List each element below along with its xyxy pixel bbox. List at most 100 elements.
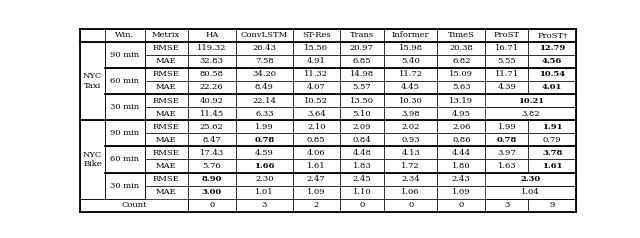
Bar <box>384 94 437 107</box>
Text: 1.01: 1.01 <box>255 188 274 196</box>
Bar <box>188 42 236 55</box>
Bar <box>106 94 145 120</box>
Text: 5.40: 5.40 <box>401 57 420 65</box>
Text: 32.83: 32.83 <box>200 57 224 65</box>
Bar <box>80 186 106 199</box>
Text: 8.90: 8.90 <box>202 175 222 183</box>
Text: 22.26: 22.26 <box>200 84 223 91</box>
Text: 4.07: 4.07 <box>307 84 326 91</box>
Bar <box>340 199 384 212</box>
Bar <box>340 29 384 42</box>
Bar <box>485 159 529 173</box>
Bar <box>106 68 145 94</box>
Bar <box>80 42 106 55</box>
Bar <box>188 120 236 133</box>
Bar <box>80 199 188 212</box>
Text: 7.58: 7.58 <box>255 57 274 65</box>
Text: 40.92: 40.92 <box>200 97 224 104</box>
Bar <box>437 94 485 107</box>
Bar <box>529 199 576 212</box>
Text: 2.10: 2.10 <box>307 123 326 131</box>
Bar <box>236 173 293 186</box>
Text: 2.47: 2.47 <box>307 175 326 183</box>
Bar <box>293 186 340 199</box>
Text: 90 min: 90 min <box>111 51 140 59</box>
Bar <box>529 186 576 199</box>
Text: MAE: MAE <box>156 84 177 91</box>
Text: 5.63: 5.63 <box>452 84 470 91</box>
Bar <box>106 146 145 173</box>
Bar <box>293 133 340 146</box>
Bar <box>188 173 236 186</box>
Bar <box>384 173 437 186</box>
Text: ProST†: ProST† <box>537 31 568 39</box>
Bar <box>236 120 293 133</box>
Bar <box>437 159 485 173</box>
Text: RMSE: RMSE <box>153 97 180 104</box>
Text: TimeS: TimeS <box>448 31 475 39</box>
Text: 30 min: 30 min <box>111 182 140 190</box>
Text: 60 min: 60 min <box>111 77 140 85</box>
Bar <box>106 120 145 146</box>
Text: 1.61: 1.61 <box>307 162 326 170</box>
Bar <box>384 199 437 212</box>
Bar <box>236 199 293 212</box>
Text: 1.83: 1.83 <box>353 162 371 170</box>
Text: 0: 0 <box>408 201 413 209</box>
Bar <box>106 159 145 173</box>
Text: 34.20: 34.20 <box>252 70 276 78</box>
Text: MAE: MAE <box>156 162 177 170</box>
Text: 8.47: 8.47 <box>202 136 221 144</box>
Bar <box>437 120 485 133</box>
Bar <box>437 81 485 94</box>
Bar <box>80 29 106 42</box>
Bar <box>80 55 106 68</box>
Bar <box>340 159 384 173</box>
Text: 11.45: 11.45 <box>200 110 224 118</box>
Bar <box>529 55 576 68</box>
Bar <box>145 81 188 94</box>
Text: 119.32: 119.32 <box>197 44 227 52</box>
Text: 3: 3 <box>504 201 509 209</box>
Bar <box>145 146 188 159</box>
Bar <box>106 173 145 186</box>
Bar <box>485 133 529 146</box>
Bar <box>340 107 384 120</box>
Bar <box>106 133 145 146</box>
Bar <box>236 186 293 199</box>
Bar <box>145 68 188 81</box>
Text: 16.71: 16.71 <box>495 44 519 52</box>
Bar <box>106 199 145 212</box>
Text: 4.06: 4.06 <box>307 149 326 157</box>
Bar <box>80 120 106 199</box>
Text: 4.44: 4.44 <box>452 149 471 157</box>
Bar <box>106 173 145 199</box>
Text: 2.45: 2.45 <box>353 175 371 183</box>
Bar <box>80 107 106 120</box>
Text: 2.09: 2.09 <box>353 123 371 131</box>
Text: ST-Res: ST-Res <box>302 31 331 39</box>
Bar <box>188 55 236 68</box>
Bar <box>188 146 236 159</box>
Text: 2.02: 2.02 <box>401 123 420 131</box>
Bar <box>236 81 293 94</box>
Text: 5.76: 5.76 <box>202 162 221 170</box>
Bar <box>188 94 236 107</box>
Text: 15.56: 15.56 <box>304 44 328 52</box>
Bar <box>106 94 145 107</box>
Bar <box>106 146 145 159</box>
Bar <box>293 159 340 173</box>
Text: 15.98: 15.98 <box>399 44 423 52</box>
Bar <box>437 199 485 212</box>
Bar <box>384 107 437 120</box>
Text: 25.62: 25.62 <box>200 123 223 131</box>
Bar <box>80 199 188 212</box>
Bar <box>293 120 340 133</box>
Bar <box>485 199 529 212</box>
Text: 30 min: 30 min <box>111 103 140 111</box>
Text: 4.01: 4.01 <box>542 84 563 91</box>
Bar <box>437 42 485 55</box>
Text: RMSE: RMSE <box>153 123 180 131</box>
Bar <box>106 68 145 94</box>
Bar <box>145 107 188 120</box>
